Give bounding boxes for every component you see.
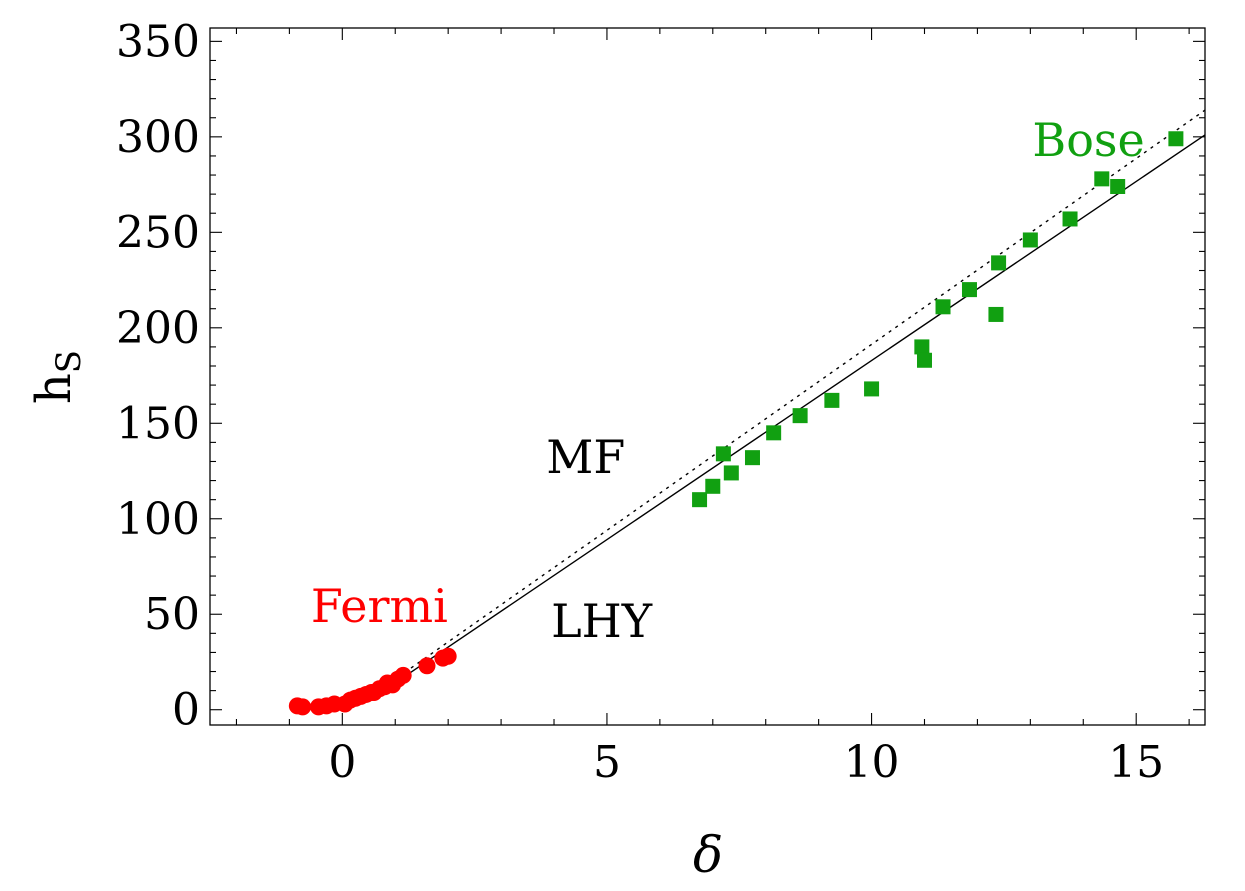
- fermi-point: [294, 698, 312, 716]
- bose-point: [715, 446, 731, 462]
- fermi-point: [418, 657, 436, 675]
- bose-point: [991, 255, 1007, 271]
- x-tick-label: 5: [593, 737, 621, 788]
- y-tick-label: 350: [116, 16, 200, 67]
- bose-point: [1168, 131, 1184, 147]
- data-points: [288, 131, 1184, 716]
- y-tick-label: 0: [172, 685, 200, 736]
- bose-point: [916, 352, 932, 368]
- mf-line: [397, 109, 1206, 678]
- bose-point: [935, 299, 951, 315]
- bose-point: [864, 381, 880, 397]
- annotations: Fermi LHY MF Bose: [311, 113, 1145, 648]
- bose-point: [705, 478, 721, 494]
- svg-text:hS: hS: [26, 350, 89, 404]
- annotation-lhy: LHY: [551, 594, 653, 648]
- bose-point: [1110, 178, 1126, 194]
- fermi-point: [394, 666, 412, 684]
- fermi-point: [439, 647, 457, 665]
- y-tick-label: 100: [116, 494, 200, 545]
- x-tick-label: 0: [328, 737, 356, 788]
- bose-point: [961, 282, 977, 298]
- y-tick-label: 300: [116, 112, 200, 163]
- bose-point: [1022, 232, 1038, 248]
- bose-point: [744, 450, 760, 466]
- y-axis-title: hS: [26, 350, 89, 404]
- bose-point: [988, 306, 1004, 322]
- x-tick-label: 15: [1108, 737, 1164, 788]
- y-axis-title-subscript: S: [49, 350, 89, 373]
- y-tick-label: 250: [116, 207, 200, 258]
- bose-point: [1062, 211, 1078, 227]
- bose-point: [824, 392, 840, 408]
- bose-point: [692, 492, 708, 508]
- y-tick-label: 50: [144, 589, 200, 640]
- annotation-bose: Bose: [1032, 113, 1144, 167]
- y-tick-label: 150: [116, 398, 200, 449]
- bose-point: [792, 408, 808, 424]
- bose-point: [723, 465, 739, 481]
- bose-point: [914, 339, 930, 355]
- ticks: [210, 28, 1205, 725]
- annotation-fermi: Fermi: [311, 579, 448, 633]
- annotation-mf: MF: [546, 430, 625, 484]
- x-axis-title: δ: [693, 826, 723, 884]
- x-tick-label: 10: [844, 737, 900, 788]
- lhy-line: [397, 134, 1206, 682]
- reference-lines: [397, 109, 1206, 682]
- y-tick-label: 200: [116, 303, 200, 354]
- y-axis-title-main: h: [26, 373, 82, 404]
- bose-point: [1094, 171, 1110, 187]
- plot-frame: [209, 27, 1206, 726]
- bose-point: [766, 425, 782, 441]
